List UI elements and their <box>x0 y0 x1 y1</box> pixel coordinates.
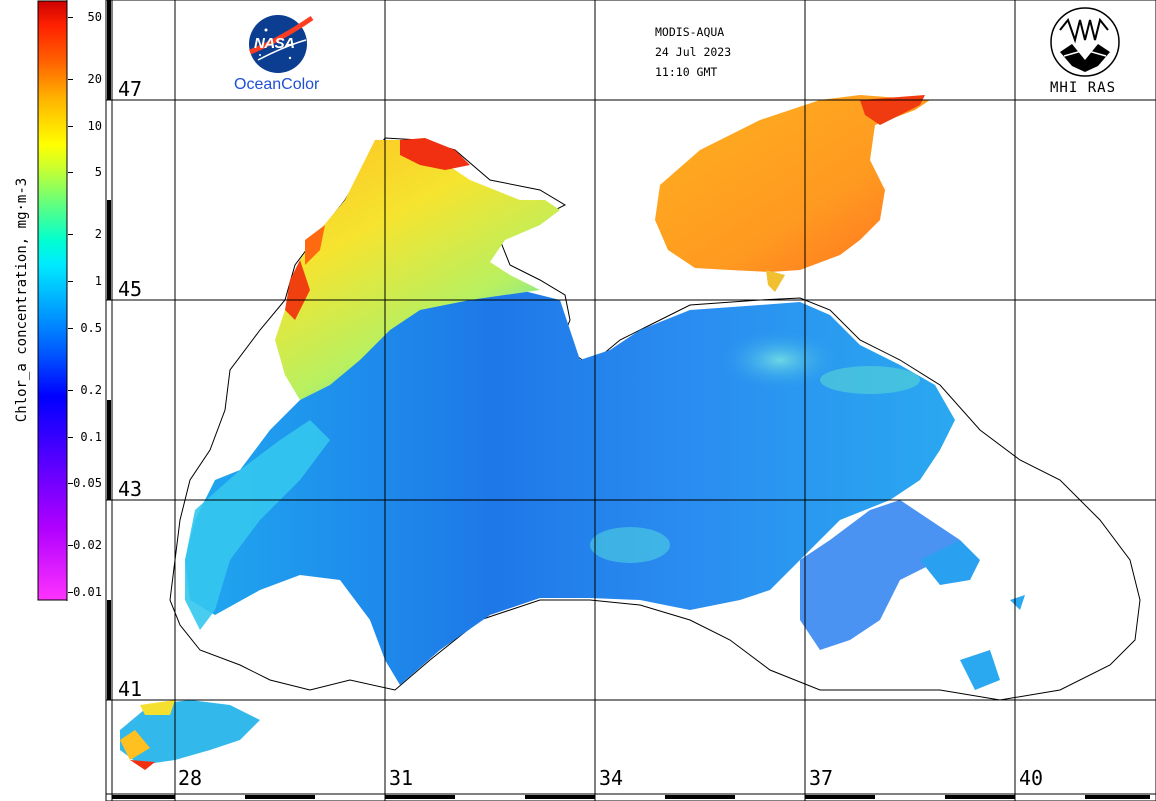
colorbar-tick-label: 50 <box>87 10 102 24</box>
colorbar-tick-mark <box>68 483 73 485</box>
lat-label-41: 41 <box>118 677 143 701</box>
nasa-logo <box>249 15 314 73</box>
acquisition-time: 11:10 GMT <box>655 65 718 79</box>
dnieper-estuary <box>400 138 470 170</box>
acquisition-info: MODIS-AQUA 24 Jul 2023 11:10 GMT <box>655 22 731 82</box>
mhi-ras-emblem <box>1050 7 1120 77</box>
acquisition-date: 24 Jul 2023 <box>655 45 732 59</box>
colorbar-tick-mark <box>68 125 73 127</box>
colorbar-tick-mark <box>68 389 73 391</box>
black-sea-coastline <box>169 137 1141 701</box>
northwest-shelf <box>275 140 560 400</box>
colorbar-title-text: Chlor_a concentration, mg·m-3 <box>14 177 30 423</box>
east-sea-patches <box>800 500 960 650</box>
colorbar-tick-mark <box>68 17 73 18</box>
eddy-feature <box>720 330 840 390</box>
colorbar-tick-label: 0.05 <box>73 476 102 491</box>
danube-delta <box>285 260 310 320</box>
lon-label-37: 37 <box>809 766 834 790</box>
sea-of-azov <box>655 95 930 272</box>
lat-label-45: 45 <box>118 277 143 301</box>
colorbar-tick-labels: 50 20 10 5 2 1 0.5 0.2 0.1 0.05 0.02 0.01 <box>68 0 106 601</box>
colorbar-tick-label: 1 <box>94 274 102 289</box>
lat-label-43: 43 <box>118 477 143 501</box>
sea-water-area <box>185 290 955 685</box>
colorbar-tick-mark <box>68 281 73 283</box>
colorbar-tick-label: 0.1 <box>80 429 102 444</box>
lat-label-47: 47 <box>118 77 143 101</box>
southwest-coastal-strip <box>185 420 330 630</box>
institute-label: MHI RAS <box>1050 80 1117 96</box>
colorbar <box>37 0 68 601</box>
lon-label-34: 34 <box>599 766 624 790</box>
colorbar-tick-mark <box>68 172 73 174</box>
colorbar-tick-label: 0.01 <box>73 585 102 599</box>
colorbar-tick-label: 0.02 <box>73 538 102 553</box>
colorbar-tick-label: 5 <box>94 165 102 180</box>
lon-label-28: 28 <box>178 766 203 790</box>
colorbar-tick-label: 0.5 <box>80 320 102 335</box>
sea-of-marmara <box>120 700 260 765</box>
colorbar-tick-mark <box>68 327 73 329</box>
colorbar-tick-label: 0.2 <box>80 382 102 397</box>
colorbar-tick-mark <box>68 592 73 593</box>
colorbar-tick-label: 20 <box>87 71 102 86</box>
colorbar-tick-mark <box>68 234 73 236</box>
colorbar-tick-mark <box>68 78 73 80</box>
sensor-name: MODIS-AQUA <box>655 25 725 39</box>
colorbar-tick-label: 2 <box>94 227 102 242</box>
graticule-grid <box>106 0 1156 801</box>
nasa-logo-text: NASA <box>254 35 295 52</box>
oceancolor-label: OceanColor <box>234 76 320 93</box>
colorbar-tick-mark <box>68 545 73 547</box>
colorbar-tick-mark <box>68 436 73 438</box>
lon-label-40: 40 <box>1019 766 1044 790</box>
lon-label-31: 31 <box>389 766 414 790</box>
colorbar-tick-label: 10 <box>87 118 102 133</box>
